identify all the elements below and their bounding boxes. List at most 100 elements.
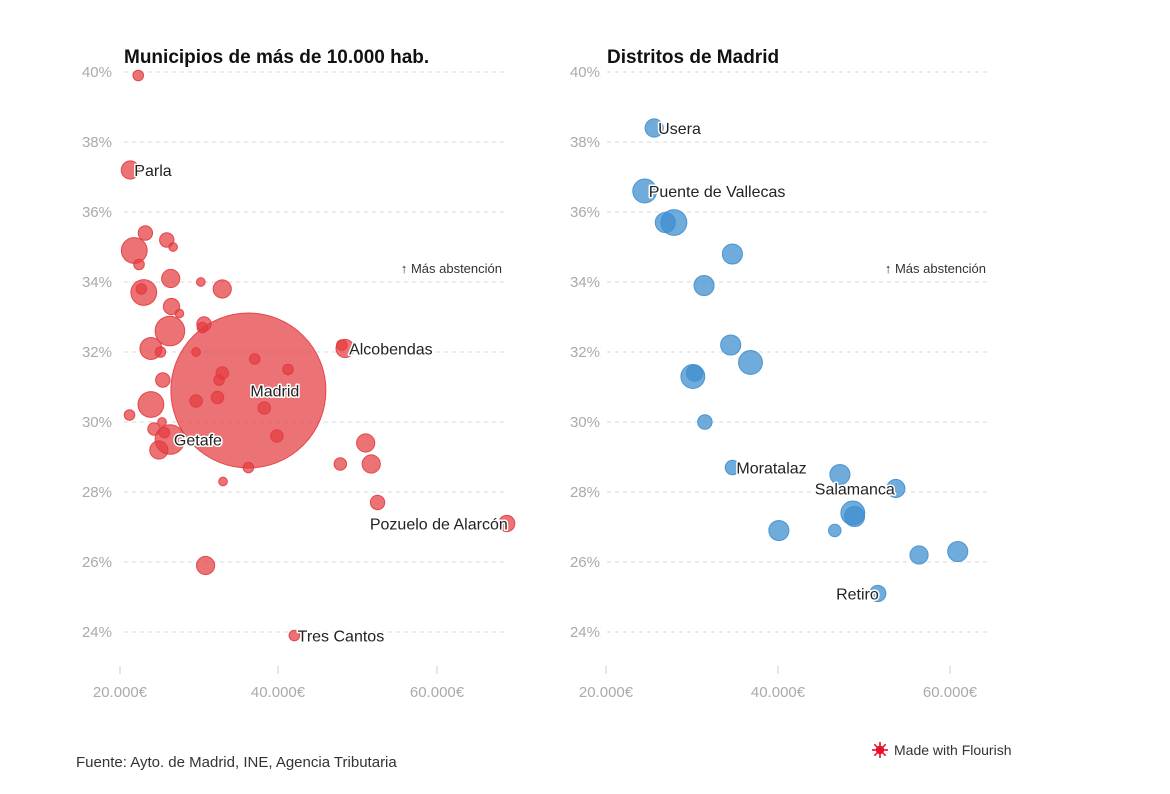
data-point[interactable] (356, 433, 376, 453)
y-tick-label: 38% (82, 134, 112, 151)
data-point[interactable] (721, 243, 743, 265)
point-label: Pozuelo de Alarcón (370, 517, 508, 534)
data-point[interactable] (697, 414, 713, 430)
data-point[interactable] (333, 457, 348, 471)
data-point[interactable] (654, 211, 676, 234)
data-point[interactable] (270, 429, 284, 443)
point-label: Madrid (250, 384, 299, 401)
point-label: Moratalaz (736, 461, 806, 478)
data-point[interactable] (336, 339, 348, 351)
data-point[interactable] (135, 283, 148, 295)
data-point[interactable] (361, 454, 381, 474)
y-tick-label: 32% (570, 344, 600, 361)
x-tick-label: 40.000€ (251, 684, 306, 701)
y-tick-label: 36% (82, 204, 112, 221)
data-point[interactable] (369, 494, 386, 511)
data-point[interactable] (195, 277, 206, 287)
data-point[interactable] (133, 258, 145, 271)
data-point[interactable] (123, 409, 136, 421)
data-point[interactable] (168, 242, 178, 252)
y-tick-label: 34% (570, 274, 600, 291)
data-point[interactable] (829, 463, 851, 486)
point-label: Retiro (836, 587, 879, 604)
chart-title: Distritos de Madrid (607, 47, 779, 68)
data-point[interactable] (886, 478, 906, 499)
y-tick-label: 28% (82, 484, 112, 501)
data-point[interactable] (132, 69, 145, 82)
chart-panel-2: Distritos de Madrid 24% 26% 28% 30% 32% 34% 36%… (570, 47, 990, 701)
data-point[interactable] (843, 505, 866, 528)
flourish-credit[interactable]: Made with Flourish (872, 742, 1012, 758)
y-tick-label: 30% (570, 414, 600, 431)
data-point[interactable] (212, 279, 232, 299)
data-point[interactable] (137, 225, 154, 241)
data-point[interactable] (120, 237, 148, 264)
data-point[interactable] (191, 347, 201, 357)
data-point[interactable] (947, 540, 969, 563)
chart-panel-1: Municipios de más de 10.000 hab. 24% 26% 28… (82, 47, 516, 701)
data-point[interactable] (218, 476, 228, 487)
source-note: Fuente: Ayto. de Madrid, INE, Agencia Tr… (76, 754, 397, 771)
y-tick-label: 26% (82, 554, 112, 571)
data-point[interactable] (869, 584, 887, 603)
data-point[interactable] (154, 315, 186, 347)
point-label: Usera (658, 121, 701, 138)
data-point[interactable] (768, 519, 790, 542)
y-tick-label: 26% (570, 554, 600, 571)
y-tick-label: 30% (82, 414, 112, 431)
data-point[interactable] (685, 364, 704, 382)
data-point[interactable] (189, 394, 203, 408)
y-tick-label: 40% (570, 64, 600, 81)
data-point[interactable] (498, 514, 516, 533)
x-tick-label: 20.000€ (93, 684, 148, 701)
flourish-credit-label: Made with Flourish (894, 742, 1012, 758)
point-label: Parla (134, 163, 171, 180)
y-tick-label: 38% (570, 134, 600, 151)
data-point[interactable] (161, 268, 181, 289)
flourish-logo-icon (872, 742, 888, 758)
data-point[interactable] (909, 545, 929, 565)
data-point[interactable] (693, 274, 715, 297)
data-point[interactable] (196, 321, 209, 334)
point-label: Tres Cantos (298, 629, 385, 646)
data-point[interactable] (195, 555, 216, 576)
data-point[interactable] (154, 346, 167, 358)
data-point[interactable] (632, 178, 658, 204)
point-label: Puente de Vallecas (649, 184, 786, 201)
data-point[interactable] (213, 374, 225, 386)
data-point[interactable] (724, 459, 741, 476)
y-tick-label: 24% (570, 624, 600, 641)
y-tick-label: 32% (82, 344, 112, 361)
data-point[interactable] (149, 440, 169, 460)
data-point[interactable] (174, 308, 185, 319)
data-point[interactable] (157, 417, 167, 427)
data-point[interactable] (720, 334, 742, 356)
data-point[interactable] (248, 353, 261, 365)
annotation-more-abstention: ↑ Más abstención (885, 261, 986, 276)
data-point[interactable] (137, 391, 165, 418)
point-label: Salamanca (815, 482, 895, 499)
y-tick-label: 40% (82, 64, 112, 81)
data-point[interactable] (158, 426, 171, 439)
data-point[interactable] (257, 401, 271, 415)
data-point[interactable] (828, 523, 842, 538)
data-point[interactable] (155, 372, 171, 388)
point-label: Alcobendas (349, 342, 433, 359)
x-tick-label: 20.000€ (579, 684, 634, 701)
x-tick-label: 60.000€ (923, 684, 978, 701)
data-point[interactable] (288, 629, 301, 642)
data-point[interactable] (738, 350, 763, 375)
x-tick-label: 60.000€ (410, 684, 465, 701)
data-point[interactable] (210, 390, 225, 405)
points-group (120, 69, 516, 642)
y-tick-label: 34% (82, 274, 112, 291)
points-group (632, 118, 969, 603)
point-label: Getafe (174, 433, 222, 450)
y-tick-label: 24% (82, 624, 112, 641)
y-tick-label: 28% (570, 484, 600, 501)
data-point[interactable] (120, 160, 140, 180)
data-point[interactable] (644, 118, 664, 138)
data-point[interactable] (242, 461, 255, 474)
data-point[interactable] (282, 363, 294, 376)
